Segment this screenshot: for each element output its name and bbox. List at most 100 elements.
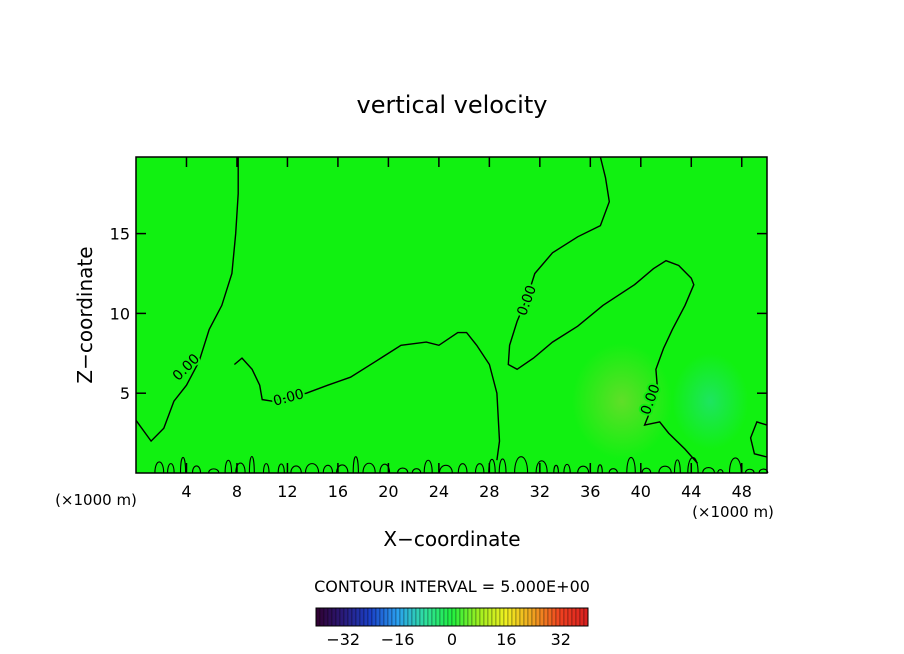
surface-contour (322, 464, 334, 474)
colorbar-cell (487, 607, 493, 627)
surface-contour (673, 459, 681, 474)
colorbar-cell (459, 607, 465, 627)
colorbar-cell (443, 607, 449, 627)
x-tick-label: 20 (378, 482, 398, 501)
colorbar-cell (471, 607, 477, 627)
colorbar-cell (523, 607, 529, 627)
surface-contour (248, 455, 255, 474)
surface-contour (262, 463, 270, 474)
colorbar-cell (475, 607, 481, 627)
colorbar-cell (383, 607, 389, 627)
surface-contour (336, 464, 349, 474)
surface-contour (535, 460, 548, 474)
colorbar-cell (531, 607, 537, 627)
velocity-anomalies (571, 343, 749, 460)
colorbar-cell (507, 607, 513, 627)
surface-contour (608, 468, 618, 474)
surface-contour (397, 467, 409, 474)
colorbar-tick-label: 16 (496, 630, 516, 649)
surface-contour (563, 463, 571, 474)
surface-contour (498, 458, 507, 474)
contour-line (749, 421, 768, 458)
surface-contour (179, 456, 187, 474)
surface-contour (702, 467, 715, 474)
surface-contour (744, 468, 755, 474)
colorbar-cell (347, 607, 353, 627)
x-tick-label: 8 (232, 482, 242, 501)
x-tick-label: 44 (681, 482, 701, 501)
chart-title: vertical velocity (357, 91, 548, 119)
colorbar-cell (403, 607, 409, 627)
colorbar-cell (367, 607, 373, 627)
surface-contour (208, 468, 220, 474)
colorbar-cell (431, 607, 437, 627)
surface-contour (658, 465, 672, 474)
x-tick-label: 16 (328, 482, 348, 501)
colorbar-tick-label: 0 (447, 630, 457, 649)
colorbar: −32 −16 0 16 32 (315, 607, 589, 649)
colorbar-cell (343, 607, 349, 627)
x-unit-right: (×1000 m) (692, 503, 774, 521)
colorbar-cell (371, 607, 377, 627)
colorbar-frame (315, 607, 589, 627)
colorbar-cell (375, 607, 381, 627)
colorbar-tick-label: −16 (381, 630, 415, 649)
colorbar-cell (447, 607, 453, 627)
colorbar-cell (563, 607, 569, 627)
colorbar-cell (331, 607, 337, 627)
contour-line (233, 331, 501, 461)
colorbar-cell (439, 607, 445, 627)
colorbar-cell (467, 607, 473, 627)
colorbar-cell (379, 607, 385, 627)
x-tick-label: 28 (479, 482, 499, 501)
x-tick-label: 36 (580, 482, 600, 501)
colorbar-tick-label: 32 (551, 630, 571, 649)
colorbar-cell (451, 607, 457, 627)
surface-contour (457, 463, 468, 474)
colorbar-cell (415, 607, 421, 627)
colorbar-cell (351, 607, 357, 627)
surface-contour (290, 465, 302, 474)
colorbar-cell (387, 607, 393, 627)
colorbar-cell (543, 607, 549, 627)
colorbar-cell (539, 607, 545, 627)
colorbar-cell (547, 607, 553, 627)
colorbar-cell (427, 607, 433, 627)
x-tick-label: 24 (429, 482, 449, 501)
colorbar-cell (327, 607, 333, 627)
surface-contour (411, 468, 422, 474)
colorbar-cell (495, 607, 501, 627)
colorbar-cell (535, 607, 541, 627)
surface-contour (423, 459, 433, 474)
surface-contour (277, 463, 285, 474)
colorbar-cell (579, 607, 585, 627)
colorbar-cell (335, 607, 341, 627)
y-tick-label: 15 (110, 225, 130, 244)
x-tick-label: 4 (181, 482, 191, 501)
surface-contour (224, 459, 233, 474)
colorbar-cell (499, 607, 505, 627)
y-axis-label: Z−coordinate (73, 246, 97, 383)
colorbar-cell (315, 607, 321, 627)
surface-contours (154, 455, 769, 474)
colorbar-cell (519, 607, 525, 627)
y-axis-ticks: 5 10 15 (110, 225, 767, 403)
contour-line (135, 157, 239, 443)
surface-contour (577, 465, 590, 474)
surface-contour (553, 464, 559, 474)
surface-contour (362, 462, 376, 474)
surface-contour (474, 463, 485, 474)
colorbar-cell (555, 607, 561, 627)
colorbar-cell (567, 607, 573, 627)
x-axis-ticks: 4 8 12 16 20 24 28 32 36 40 44 48 (181, 157, 752, 501)
colorbar-cell (423, 607, 429, 627)
colorbar-cell (339, 607, 345, 627)
surface-contour (438, 464, 453, 474)
surface-contour (514, 456, 529, 474)
colorbar-tick-label: −32 (326, 630, 360, 649)
colorbar-cell (479, 607, 485, 627)
x-tick-label: 32 (530, 482, 550, 501)
downdraft-region (672, 353, 749, 450)
colorbar-cell (323, 607, 329, 627)
